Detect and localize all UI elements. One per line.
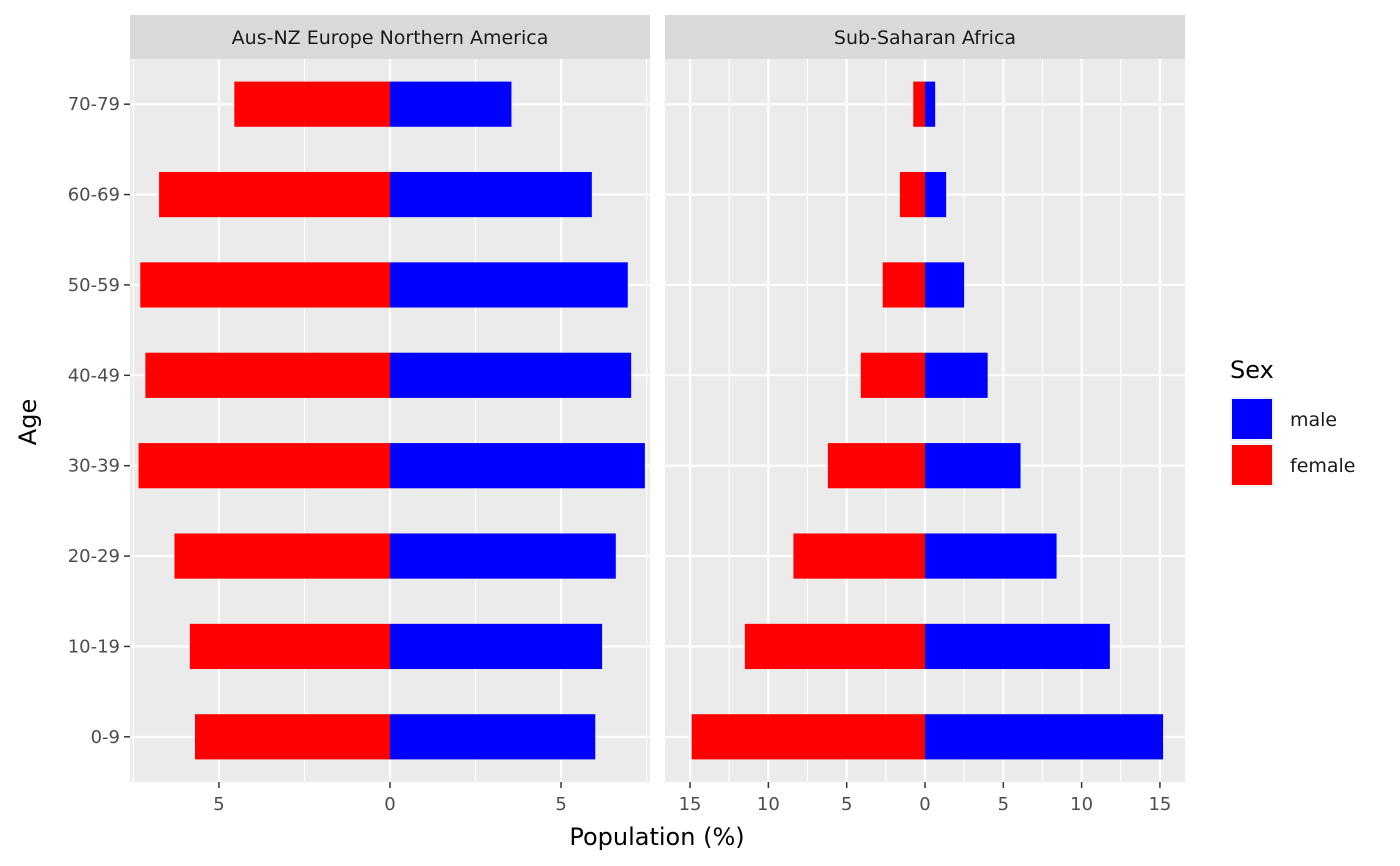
bar-female-0-9 bbox=[691, 714, 925, 760]
bar-female-50-59 bbox=[882, 262, 925, 308]
x-tick-label: 5 bbox=[841, 794, 852, 815]
x-tick-label: 5 bbox=[998, 794, 1009, 815]
bar-female-40-49 bbox=[145, 352, 390, 398]
legend-swatch-male bbox=[1232, 399, 1272, 439]
panel-strip bbox=[130, 15, 650, 59]
panel-strip-label: Sub-Saharan Africa bbox=[834, 27, 1016, 49]
x-tick-label: 0 bbox=[384, 794, 395, 815]
bar-female-30-39 bbox=[827, 443, 925, 489]
bar-male-50-59 bbox=[925, 262, 965, 308]
bar-male-70-79 bbox=[925, 81, 936, 127]
panel-sub-saharan-africa: Sub-Saharan Africa 15 10 5 0 5 10 15 bbox=[665, 15, 1185, 815]
y-tick-label-20-29: 20-29 bbox=[68, 546, 120, 567]
bar-male-0-9 bbox=[925, 714, 1164, 760]
y-tick-label-30-39: 30-39 bbox=[68, 456, 120, 477]
bar-male-10-19 bbox=[925, 623, 1110, 670]
bar-female-50-59 bbox=[140, 262, 390, 308]
y-tick-label-0-9: 0-9 bbox=[91, 727, 120, 748]
x-tick-label: 15 bbox=[679, 794, 702, 815]
legend: Sex male female bbox=[1230, 356, 1356, 487]
y-tick-label-10-19: 10-19 bbox=[68, 636, 120, 657]
bar-male-20-29 bbox=[390, 533, 616, 579]
bar-male-60-69 bbox=[925, 171, 947, 218]
x-tick-label: 5 bbox=[555, 794, 566, 815]
x-tick-label: 15 bbox=[1148, 794, 1171, 815]
bar-male-40-49 bbox=[390, 352, 632, 398]
x-tick-label: 0 bbox=[919, 794, 930, 815]
bar-female-10-19 bbox=[189, 623, 390, 670]
bar-male-10-19 bbox=[390, 623, 603, 670]
y-tick-label-60-69: 60-69 bbox=[68, 185, 120, 206]
bar-female-20-29 bbox=[793, 533, 925, 579]
legend-label-female: female bbox=[1290, 455, 1356, 477]
bar-female-20-29 bbox=[174, 533, 390, 579]
legend-swatch-female bbox=[1232, 445, 1272, 485]
bar-female-60-69 bbox=[899, 171, 925, 218]
y-axis: 0-9 10-19 20-29 30-39 40-49 50-59 60-69 70-79 bbox=[68, 94, 130, 748]
bar-female-60-69 bbox=[159, 171, 390, 218]
bar-male-0-9 bbox=[390, 714, 596, 760]
bar-female-70-79 bbox=[913, 81, 925, 127]
y-axis-title: Age bbox=[14, 399, 42, 445]
panel-strip bbox=[665, 15, 1185, 59]
x-tick-label: 10 bbox=[1070, 794, 1093, 815]
legend-label-male: male bbox=[1290, 409, 1337, 431]
y-tick-label-70-79: 70-79 bbox=[68, 94, 120, 115]
bar-female-70-79 bbox=[234, 81, 390, 127]
bar-female-30-39 bbox=[138, 443, 390, 489]
legend-title: Sex bbox=[1230, 356, 1274, 384]
x-tick-label: 5 bbox=[213, 794, 224, 815]
bar-female-10-19 bbox=[744, 623, 925, 670]
panel-strip-label: Aus-NZ Europe Northern America bbox=[232, 27, 549, 49]
bar-female-0-9 bbox=[195, 714, 390, 760]
x-axis-title: Population (%) bbox=[569, 823, 744, 851]
bar-male-70-79 bbox=[390, 81, 512, 127]
bar-male-40-49 bbox=[925, 352, 988, 398]
bar-male-60-69 bbox=[390, 171, 592, 218]
x-tick-label: 10 bbox=[757, 794, 780, 815]
bar-male-30-39 bbox=[390, 443, 645, 489]
panel-aus-nz-europe-northern-america: Aus-NZ Europe Northern America 5 0 5 bbox=[130, 15, 650, 815]
bar-male-50-59 bbox=[390, 262, 628, 308]
y-tick-label-40-49: 40-49 bbox=[68, 365, 120, 386]
y-tick-label-50-59: 50-59 bbox=[68, 275, 120, 296]
bar-male-30-39 bbox=[925, 443, 1021, 489]
bar-female-40-49 bbox=[860, 352, 925, 398]
bar-male-20-29 bbox=[925, 533, 1057, 579]
